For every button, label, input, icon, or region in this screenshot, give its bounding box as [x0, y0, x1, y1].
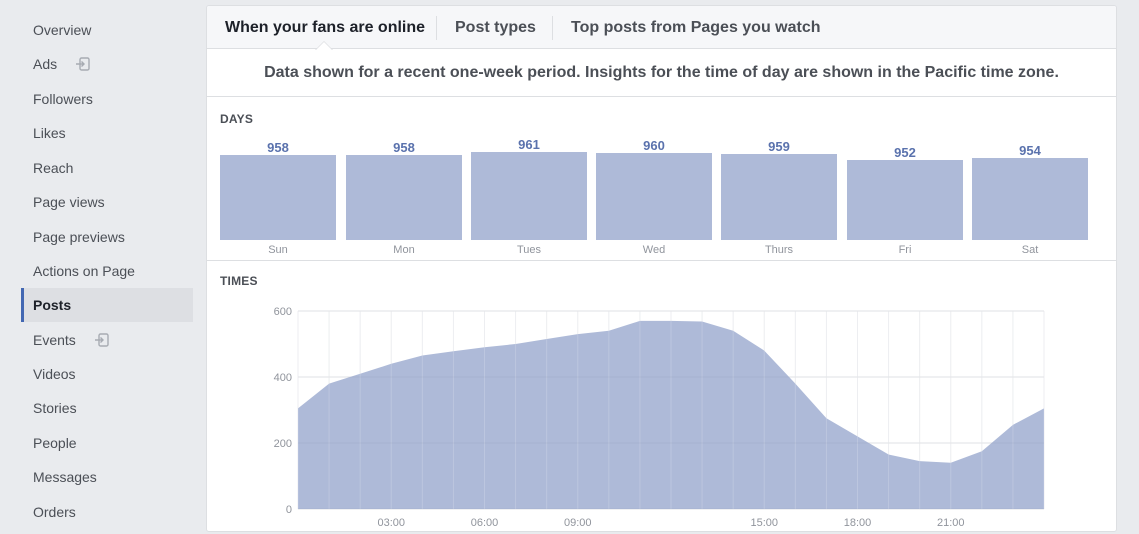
sidebar-item-label: Overview: [33, 22, 92, 38]
day-value-label: 959: [768, 138, 790, 154]
day-column: 961 Tues: [471, 6, 587, 266]
sidebar-item-label: Events: [33, 332, 76, 348]
day-bar[interactable]: [721, 153, 837, 240]
export-icon: [94, 333, 109, 347]
day-name-label: Thurs: [764, 244, 794, 256]
day-name-label: Wed: [642, 244, 666, 256]
sidebar-item-page-previews[interactable]: Page previews: [21, 220, 193, 254]
x-tick-label: 09:00: [564, 517, 592, 529]
sidebar: Overview Ads Followers Likes Reach Page views…: [0, 0, 200, 534]
day-name-label: Mon: [393, 244, 415, 256]
y-tick-label: 0: [286, 504, 292, 516]
sidebar-item-likes[interactable]: Likes: [21, 116, 193, 150]
tab-when-fans-online[interactable]: When your fans are online: [225, 18, 426, 36]
day-bar[interactable]: [471, 152, 587, 240]
sidebar-item-ads[interactable]: Ads: [21, 47, 193, 81]
day-column: 960 Wed: [596, 6, 712, 266]
sidebar-item-orders[interactable]: Orders: [21, 495, 193, 529]
times-chart: 0 200 400 600 03:00 06:00 09:00 15:00 18:00 21:00: [274, 306, 1045, 529]
day-value-label: 952: [894, 144, 916, 160]
tab-divider: [552, 16, 553, 40]
sidebar-item-events[interactable]: Events: [21, 323, 193, 357]
times-label: TIMES: [220, 274, 258, 288]
sidebar-item-posts[interactable]: Posts: [21, 288, 193, 322]
sidebar-item-label: Page views: [33, 194, 105, 210]
y-tick-label: 200: [274, 438, 292, 450]
sidebar-item-label: Videos: [33, 366, 76, 382]
sidebar-item-label: Ads: [33, 56, 58, 72]
day-value-label: 960: [643, 137, 665, 153]
sidebar-item-messages[interactable]: Messages: [21, 460, 193, 494]
sidebar-item-label: Reach: [33, 160, 74, 176]
y-tick-label: 400: [274, 372, 292, 384]
tab-bar: When your fans are online Post types Top…: [207, 6, 1116, 50]
x-tick-label: 03:00: [377, 517, 405, 529]
sidebar-item-label: People: [33, 435, 77, 451]
day-value-label: 958: [393, 139, 415, 155]
sidebar-item-label: Orders: [33, 504, 76, 520]
day-bar[interactable]: [596, 152, 712, 240]
day-column: 959 Thurs: [721, 6, 837, 266]
days-label: DAYS: [220, 112, 254, 126]
sidebar-item-videos[interactable]: Videos: [21, 357, 193, 391]
x-tick-label: 18:00: [844, 517, 872, 529]
insights-panel: When your fans are online Post types Top…: [206, 5, 1117, 532]
x-tick-label: 15:00: [750, 517, 778, 529]
tab-post-types[interactable]: Post types: [455, 18, 536, 36]
sidebar-item-followers[interactable]: Followers: [21, 82, 193, 116]
sidebar-item-label: Stories: [33, 400, 77, 416]
day-bar[interactable]: [847, 159, 963, 240]
sidebar-item-label: Actions on Page: [33, 263, 135, 279]
day-value-label: 958: [267, 139, 289, 155]
day-bar[interactable]: [220, 154, 336, 240]
times-area[interactable]: [298, 320, 1044, 509]
sidebar-item-reach[interactable]: Reach: [21, 151, 193, 185]
day-name-label: Sat: [1021, 244, 1039, 256]
sidebar-item-overview[interactable]: Overview: [21, 13, 193, 47]
export-icon: [75, 57, 90, 71]
day-bar[interactable]: [972, 158, 1088, 240]
x-tick-label: 06:00: [471, 517, 499, 529]
day-column: 954 Sat: [972, 6, 1088, 266]
day-name-label: Tues: [516, 244, 542, 256]
x-tick-label: 21:00: [937, 517, 965, 529]
sidebar-item-people[interactable]: People: [21, 426, 193, 460]
section-divider: [207, 260, 1116, 261]
day-column: 958 Sun: [220, 6, 336, 266]
sidebar-item-page-views[interactable]: Page views: [21, 185, 193, 219]
active-tab-caret-fill: [316, 42, 332, 50]
sidebar-item-stories[interactable]: Stories: [21, 391, 193, 425]
tab-divider: [436, 16, 437, 40]
day-bar[interactable]: [346, 154, 462, 240]
day-column: 958 Mon: [346, 6, 462, 266]
sidebar-item-label: Page previews: [33, 229, 125, 245]
day-value-label: 961: [518, 137, 540, 152]
tab-top-posts[interactable]: Top posts from Pages you watch: [571, 18, 821, 36]
day-value-label: 954: [1019, 143, 1041, 158]
y-tick-label: 600: [274, 306, 292, 318]
sidebar-item-label: Posts: [33, 297, 72, 313]
info-text: Data shown for a recent one-week period.…: [207, 49, 1116, 97]
sidebar-item-actions-on-page[interactable]: Actions on Page: [21, 254, 193, 288]
sidebar-item-label: Likes: [33, 125, 66, 141]
day-name-label: Fri: [898, 244, 912, 256]
day-column: 952 Fri: [847, 6, 963, 266]
sidebar-item-label: Followers: [33, 91, 93, 107]
sidebar-item-label: Messages: [33, 469, 97, 485]
day-name-label: Sun: [268, 244, 288, 256]
